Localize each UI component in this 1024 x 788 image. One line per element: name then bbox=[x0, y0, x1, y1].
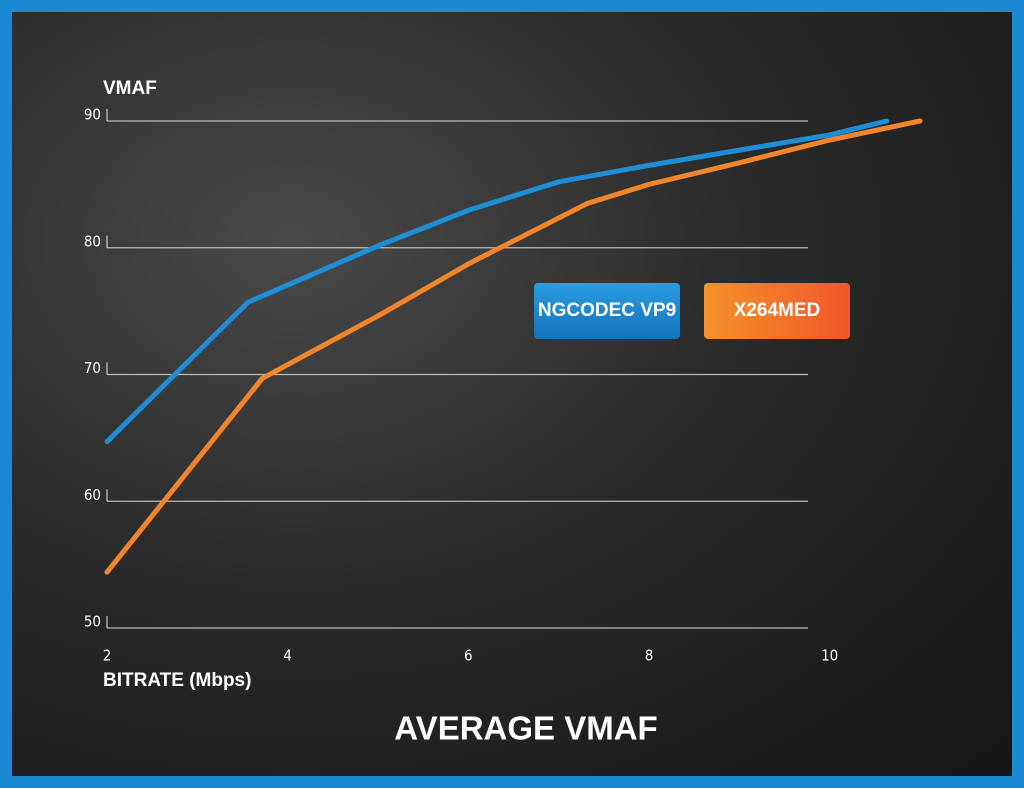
series-line bbox=[104, 118, 890, 445]
y-tick-label: 80 bbox=[84, 232, 101, 250]
y-axis-label: VMAF bbox=[103, 78, 157, 99]
y-tick-label: 50 bbox=[84, 613, 101, 631]
panel bbox=[12, 12, 1012, 776]
y-tick-label: 90 bbox=[84, 106, 101, 124]
chart-title: AVERAGE VMAF bbox=[394, 710, 657, 747]
x-tick-label: 6 bbox=[464, 647, 473, 665]
x-tick-label: 10 bbox=[821, 647, 838, 665]
x-tick-label: 4 bbox=[283, 647, 292, 665]
x-tick-label: 8 bbox=[645, 647, 654, 665]
legend-entry: X264MED bbox=[704, 283, 850, 339]
y-tick-label: 60 bbox=[84, 486, 101, 504]
legend-entry: NGCODEC VP9 bbox=[534, 283, 680, 339]
series-line bbox=[104, 118, 923, 575]
y-tick-label: 70 bbox=[84, 359, 101, 377]
x-tick-label: 2 bbox=[103, 647, 112, 665]
x-axis-label: BITRATE (Mbps) bbox=[103, 670, 251, 691]
